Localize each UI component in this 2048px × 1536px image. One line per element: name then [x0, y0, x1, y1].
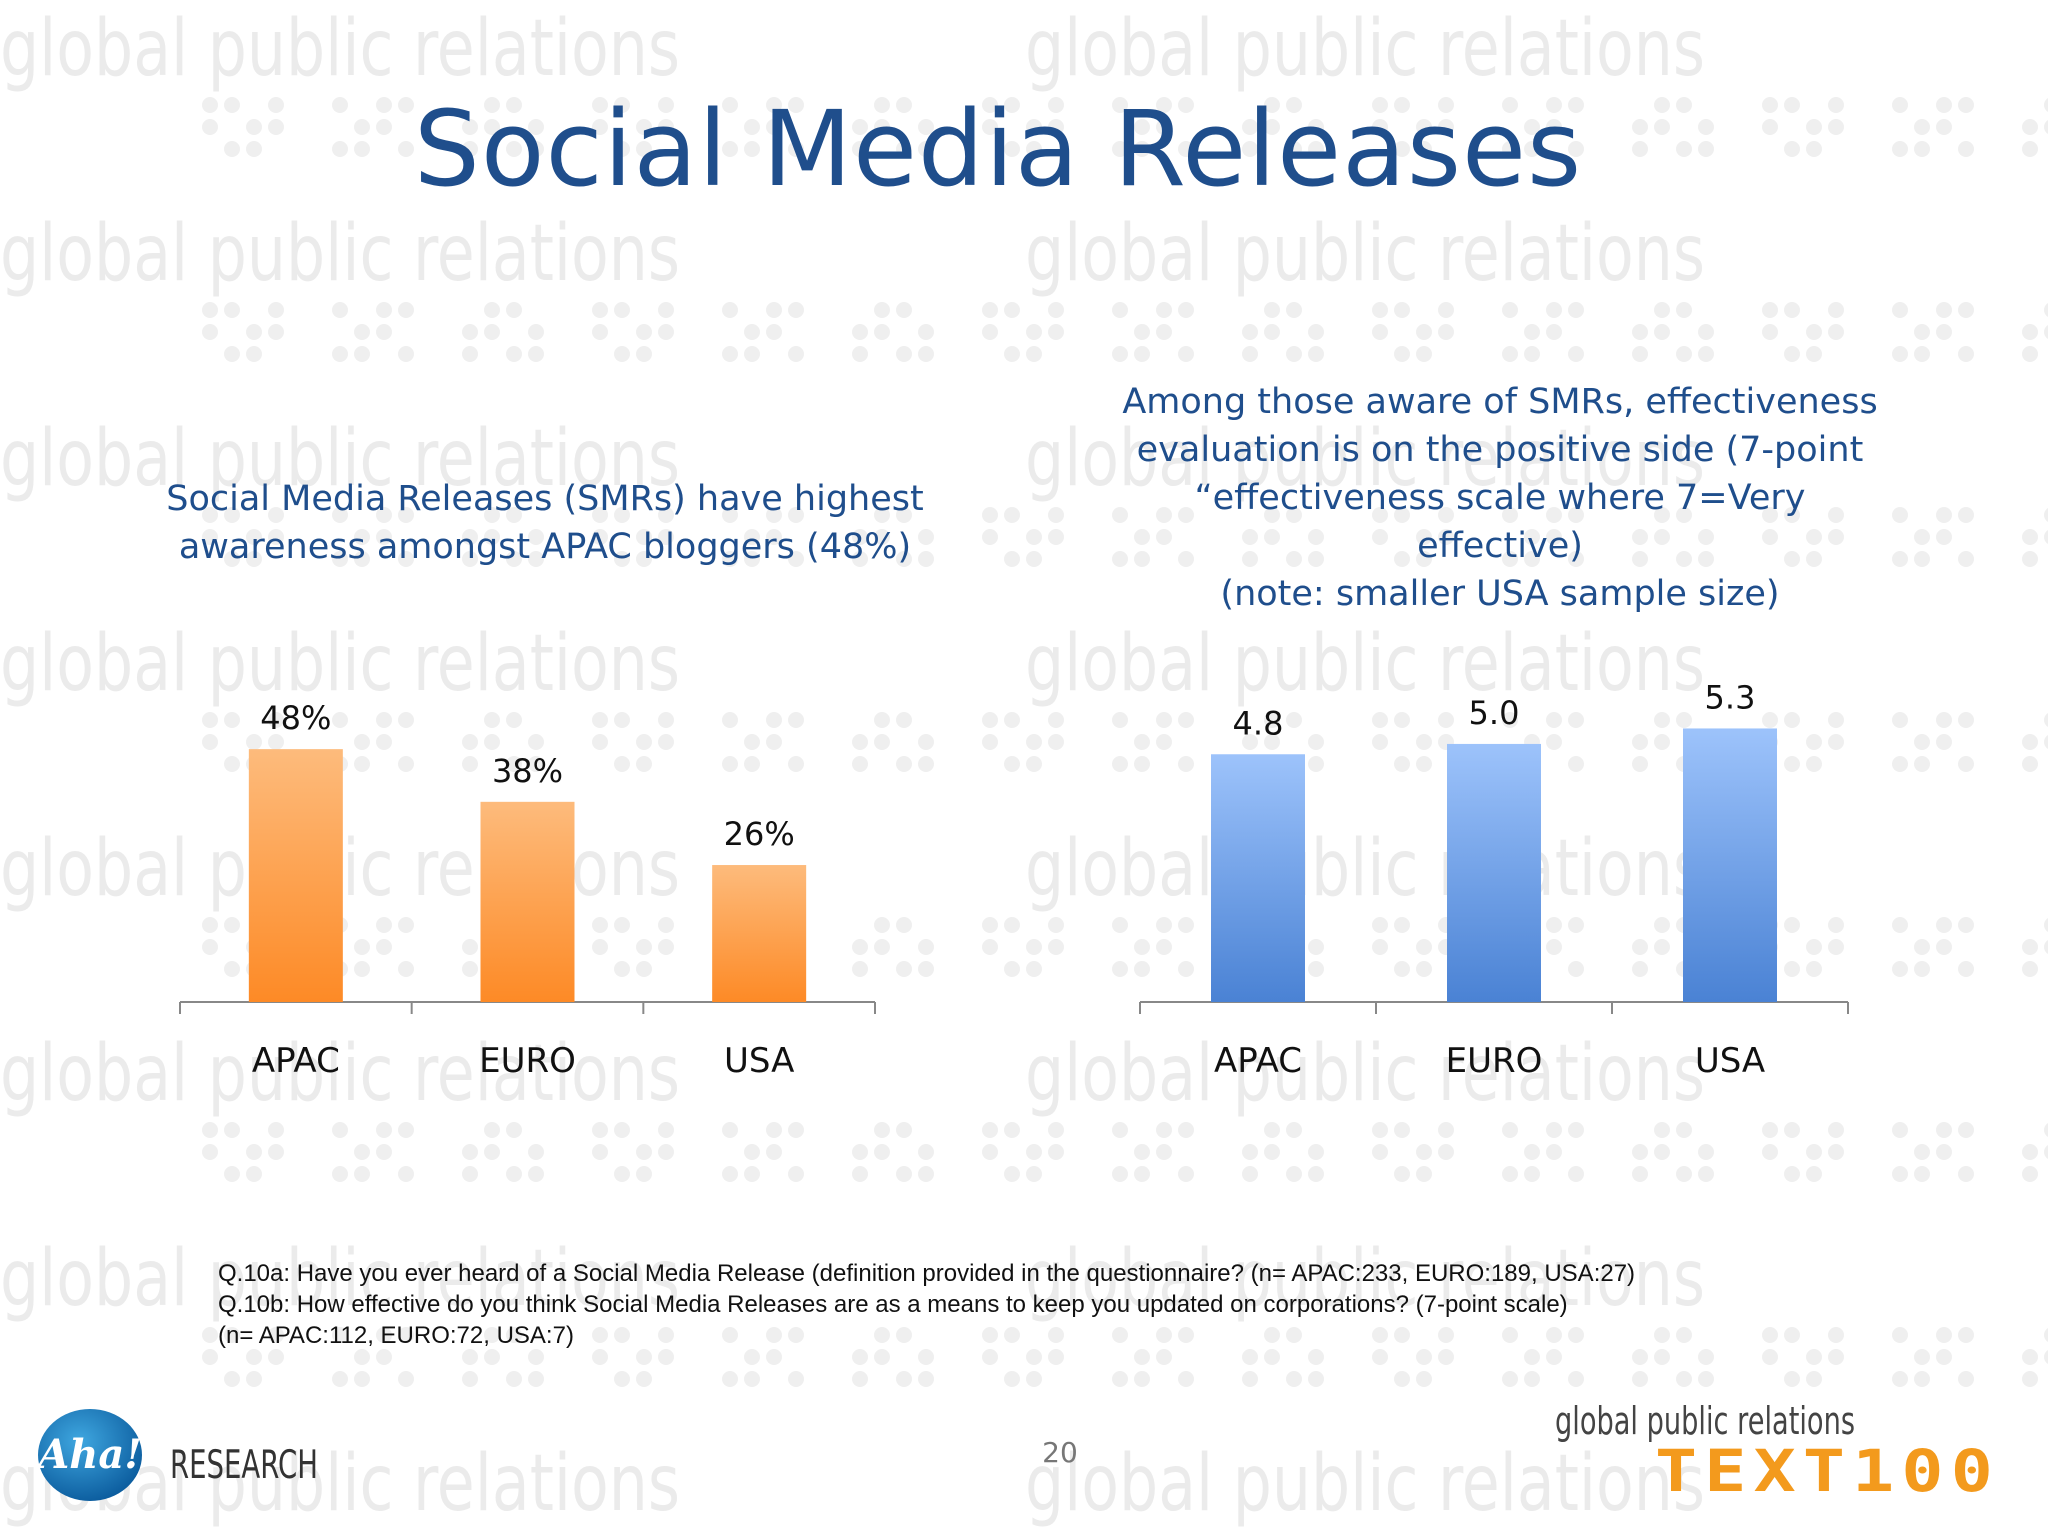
- aha-logo-circle: [38, 1409, 142, 1501]
- watermark-text: global public relations: [1025, 209, 1705, 299]
- footnotes: Q.10a: Have you ever heard of a Social M…: [218, 1258, 1858, 1351]
- category-label-euro: EURO: [479, 1041, 576, 1081]
- aha-research-logo: Aha! RESEARCH: [34, 1409, 318, 1501]
- left-chart-subtitle: Social Media Releases (SMRs) have highes…: [166, 479, 924, 567]
- aha-logo-text: Aha!: [34, 1431, 142, 1478]
- category-label-euro: EURO: [1446, 1041, 1543, 1081]
- bar-euro: [480, 801, 575, 1002]
- bar-apac: [1211, 754, 1305, 1002]
- footnote-q10b: Q.10b: How effective do you think Social…: [218, 1291, 1568, 1318]
- watermark-text: global public relations: [1025, 619, 1705, 709]
- bar-apac: [248, 749, 343, 1002]
- watermark-dot-pattern: [202, 97, 2048, 1387]
- text100-tagline: global public relations: [1555, 1399, 1855, 1443]
- watermark-text: global public relations: [1025, 1029, 1705, 1119]
- watermark-text: global public relations: [1025, 4, 1705, 94]
- category-label-apac: APAC: [1214, 1041, 1302, 1081]
- data-label-usa: 26%: [724, 815, 795, 853]
- text100-logo: global public relations TEXT100: [1555, 1399, 2000, 1505]
- page-title: Social Media Releases: [413, 88, 1583, 210]
- research-word: RESEARCH: [170, 1442, 318, 1488]
- watermark-text: global public relations: [0, 4, 680, 94]
- watermark-text: global public relations: [0, 1234, 680, 1324]
- watermark-text: global public relations: [1025, 1439, 1705, 1529]
- category-label-usa: USA: [1695, 1041, 1765, 1081]
- page-number: 20: [1042, 1436, 1078, 1469]
- watermark-text: global public relations: [1025, 414, 1705, 504]
- bar-euro: [1447, 743, 1541, 1002]
- bar-usa: [1683, 728, 1777, 1002]
- data-label-euro: 5.0: [1469, 694, 1520, 732]
- watermark-text: global public relations: [0, 619, 680, 709]
- bar-usa: [712, 865, 807, 1002]
- watermark-text: global public relations: [1025, 1234, 1705, 1324]
- footnote-sample-size: (n= APAC:112, EURO:72, USA:7): [218, 1322, 574, 1349]
- watermark-text: global public relations: [0, 209, 680, 299]
- awareness-bar-chart: 48% APAC 38% EURO 26% USA: [179, 699, 876, 1081]
- footnote-q10a: Q.10a: Have you ever heard of a Social M…: [218, 1260, 1636, 1287]
- data-label-usa: 5.3: [1705, 678, 1756, 716]
- category-label-usa: USA: [724, 1041, 794, 1081]
- watermark-text: global public relations: [0, 414, 680, 504]
- data-label-euro: 38%: [492, 752, 563, 790]
- data-label-apac: 48%: [260, 699, 331, 737]
- right-chart-subtitle: Among those aware of SMRs, effectiveness…: [1122, 382, 1878, 614]
- text100-wordmark: TEXT100: [1655, 1437, 2000, 1505]
- watermark-text: global public relations: [0, 1029, 680, 1119]
- category-label-apac: APAC: [252, 1041, 340, 1081]
- effectiveness-bar-chart: 4.8 APAC 5.0 EURO 5.3 USA: [1139, 678, 1849, 1081]
- data-label-apac: 4.8: [1233, 704, 1284, 742]
- watermark-text: global public relations: [1025, 824, 1705, 914]
